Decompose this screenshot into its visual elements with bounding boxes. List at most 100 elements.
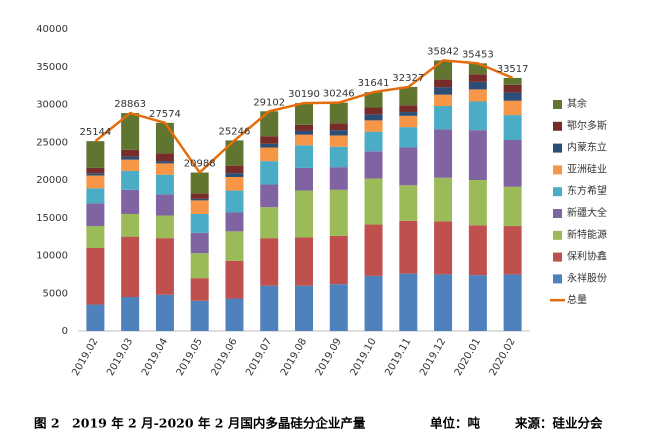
data-label: 33517 — [497, 64, 529, 75]
data-label: 20988 — [184, 159, 216, 170]
data-label: 29102 — [253, 97, 285, 108]
bar-segment — [399, 115, 418, 128]
bar-segment — [260, 285, 279, 331]
data-label: 31641 — [358, 78, 390, 89]
bar-segment — [364, 151, 383, 179]
bar-segment — [468, 74, 487, 82]
bar-segment — [86, 141, 105, 168]
data-label: 25144 — [79, 127, 111, 138]
y-tick-label: 25000 — [36, 137, 68, 148]
legend-swatch — [553, 121, 562, 131]
bar-segment — [503, 139, 522, 187]
bar-segment — [260, 136, 279, 144]
bar-segment — [86, 167, 105, 174]
y-tick-label: 15000 — [36, 213, 68, 224]
data-label: 35842 — [427, 46, 459, 57]
bar-segment — [295, 145, 313, 168]
bar-segment — [503, 77, 522, 85]
data-label: 32327 — [392, 73, 424, 84]
total-line — [94, 59, 514, 175]
bar-segment — [121, 170, 140, 190]
bar-segment — [260, 111, 279, 137]
bar-segment — [260, 238, 279, 286]
bar-segment — [190, 300, 209, 331]
bar-segment — [364, 114, 383, 121]
bar-segment — [329, 130, 348, 136]
legend-label: 保利协鑫 — [567, 250, 607, 263]
bar-segment — [121, 156, 140, 160]
bar-segment — [434, 221, 453, 275]
bar-segment — [503, 226, 522, 275]
bar-segment — [364, 178, 383, 225]
x-tick-label: 2020.02 — [488, 337, 518, 378]
bar-segment — [86, 304, 105, 331]
bar-segment — [190, 200, 209, 214]
bar-segment — [225, 190, 244, 213]
bar-segment — [434, 274, 453, 331]
bar-segment — [364, 131, 383, 152]
bar-segment — [190, 278, 209, 301]
bar-segment — [399, 105, 418, 113]
legend-label: 东方希望 — [567, 184, 607, 197]
legend-label: 总量 — [567, 293, 587, 306]
bar-segment — [399, 127, 418, 148]
bar-segment — [434, 177, 453, 222]
bar-segment — [86, 173, 105, 176]
bar-segment — [468, 225, 487, 276]
data-label: 25246 — [219, 126, 251, 137]
bar-segment — [329, 189, 348, 236]
bar-segment — [86, 203, 105, 227]
legend-label: 新疆大全 — [567, 206, 607, 219]
data-label: 27574 — [149, 109, 181, 120]
bar-segment — [468, 130, 487, 180]
bar-segment — [260, 207, 279, 239]
bar-segment — [434, 79, 453, 88]
data-label: 30190 — [288, 89, 320, 100]
bar-segment — [121, 189, 140, 214]
data-label: 28863 — [114, 99, 146, 110]
x-tick-label: 2019.03 — [105, 337, 135, 378]
y-tick-label: 5000 — [43, 288, 68, 299]
bar-segment — [225, 298, 244, 331]
bar-segment — [225, 165, 244, 174]
bar-segment — [295, 134, 313, 146]
legend-swatch — [553, 187, 562, 197]
bar-segment — [364, 92, 383, 108]
bar-segment — [155, 161, 174, 164]
bar-segment — [225, 176, 244, 191]
legend-swatch — [553, 252, 562, 262]
bar-segment — [399, 185, 418, 221]
bar-segment — [468, 89, 487, 102]
bar-segment — [260, 184, 279, 208]
y-tick-label: 35000 — [36, 62, 68, 73]
legend-swatch — [553, 274, 562, 284]
x-tick-label: 2019.10 — [349, 337, 379, 378]
bar-segment — [468, 81, 487, 90]
bar-segment — [295, 103, 313, 125]
bar-segment — [468, 275, 487, 331]
legend-swatch — [553, 209, 562, 218]
bar-segment — [434, 60, 453, 80]
x-tick-label: 2019.02 — [70, 337, 100, 378]
bar-segment — [434, 129, 453, 178]
bar-segment — [225, 173, 244, 177]
bar-segment — [155, 174, 174, 195]
legend-label: 新特能源 — [567, 228, 607, 241]
bar-segment — [503, 274, 522, 331]
bar-segment — [329, 284, 348, 331]
legend-label: 永祥股份 — [567, 271, 607, 284]
bar-segment — [155, 215, 174, 239]
bar-segment — [121, 236, 140, 298]
caption-unit: 单位：吨 — [430, 416, 481, 431]
bar-segment — [260, 161, 279, 185]
bar-segment — [399, 112, 418, 116]
bar-segment — [190, 232, 209, 254]
legend-label: 内蒙东立 — [567, 141, 607, 154]
bar-segment — [295, 190, 313, 238]
bar-segment — [364, 120, 383, 132]
x-tick-label: 2019.07 — [244, 337, 274, 378]
bar-segment — [190, 172, 209, 194]
bar-segment — [121, 113, 140, 150]
bar-segment — [329, 123, 348, 131]
